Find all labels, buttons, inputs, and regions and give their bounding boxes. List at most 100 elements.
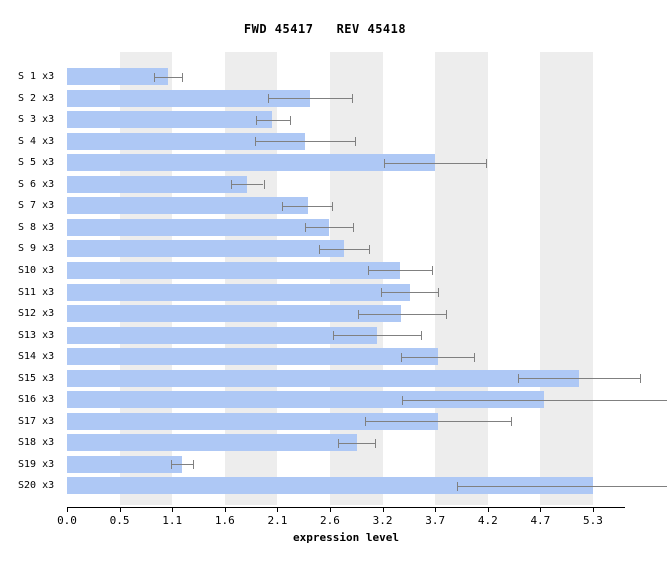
x-axis-tick xyxy=(540,507,542,512)
error-bar-cap-left xyxy=(170,460,172,470)
x-axis-tick-label: 5.3 xyxy=(583,514,603,527)
error-bar-cap-left xyxy=(333,331,335,341)
x-axis-tick xyxy=(172,507,174,512)
bar-label: S 5 x3 xyxy=(18,157,55,169)
x-axis-tick xyxy=(277,507,279,512)
bar-label: S 7 x3 xyxy=(18,200,55,212)
error-bar-line xyxy=(333,335,422,337)
error-bar-line xyxy=(254,141,356,143)
bar xyxy=(67,477,593,495)
x-axis-line xyxy=(67,507,625,508)
bar xyxy=(67,391,544,409)
x-axis-tick-label: 2.1 xyxy=(267,514,288,527)
x-axis-tick xyxy=(224,507,226,512)
bar xyxy=(67,283,411,301)
error-bar-cap-right xyxy=(473,352,475,362)
x-axis-tick xyxy=(592,507,594,512)
bar-label: S 9 x3 xyxy=(18,243,55,255)
bar-label: S18 x3 xyxy=(18,437,55,449)
error-bar-cap-right xyxy=(375,438,377,448)
bar-label: S 3 x3 xyxy=(18,114,55,126)
bar-label: S20 x3 xyxy=(18,480,55,492)
bar-label: S 4 x3 xyxy=(18,135,55,147)
chart-title: FWD 45417 REV 45418 xyxy=(243,22,407,36)
bar xyxy=(67,455,182,473)
error-bar-cap-left xyxy=(368,266,370,276)
bar-label: S15 x3 xyxy=(18,372,55,384)
error-bar-line xyxy=(384,162,486,164)
error-bar-line xyxy=(153,76,182,78)
error-bar-line xyxy=(230,184,264,186)
bar-label: S11 x3 xyxy=(18,286,55,298)
error-bar-cap-right xyxy=(438,288,440,297)
error-bar-cap-left xyxy=(282,201,284,211)
bar-label: S13 x3 xyxy=(18,329,55,341)
error-bar-cap-left xyxy=(268,94,270,104)
x-axis-tick-label: 0.0 xyxy=(57,514,77,527)
error-bar-line xyxy=(268,98,353,100)
x-axis-tick-label: 3.7 xyxy=(425,514,446,527)
background-stripe xyxy=(435,52,488,505)
error-bar-cap-right xyxy=(432,266,434,276)
error-bar-line xyxy=(381,292,439,293)
x-axis-tick xyxy=(119,507,121,512)
error-bar-cap-right xyxy=(369,244,371,254)
bar-label: S17 x3 xyxy=(18,415,55,427)
error-bar-line xyxy=(401,356,474,358)
x-axis-tick xyxy=(435,507,437,512)
error-bar-cap-right xyxy=(355,137,357,147)
error-bar-cap-left xyxy=(255,115,257,125)
error-bar-cap-right xyxy=(263,180,265,190)
bar xyxy=(67,434,358,452)
error-bar-cap-right xyxy=(421,331,423,341)
error-bar-cap-left xyxy=(358,309,360,319)
bar-label: S 6 x3 xyxy=(18,178,55,190)
bar xyxy=(67,261,401,279)
error-bar-cap-left xyxy=(457,481,459,491)
bar-label: S12 x3 xyxy=(18,308,55,320)
error-bar-cap-left xyxy=(305,223,307,233)
bar xyxy=(67,240,345,258)
error-bar-cap-left xyxy=(402,395,404,405)
error-bar-line xyxy=(402,399,667,401)
error-bar-cap-left xyxy=(153,72,155,82)
error-bar-cap-right xyxy=(290,115,292,125)
error-bar-line xyxy=(305,227,354,229)
bar xyxy=(67,132,306,150)
bar-label: S14 x3 xyxy=(18,351,55,363)
background-stripe xyxy=(540,52,593,505)
bar xyxy=(67,154,436,172)
error-bar-cap-left xyxy=(338,438,340,448)
bar xyxy=(67,68,168,85)
error-bar-cap-left xyxy=(401,352,403,362)
bar xyxy=(67,111,273,129)
error-bar-line xyxy=(358,313,447,315)
error-bar-cap-right xyxy=(332,201,334,211)
bar-label: S 2 x3 xyxy=(18,92,55,104)
x-axis-tick-label: 3.2 xyxy=(372,514,393,527)
x-axis-tick-label: 1.1 xyxy=(162,514,183,527)
error-bar-cap-left xyxy=(254,137,256,147)
x-axis-tick-label: 2.6 xyxy=(320,514,340,527)
bar xyxy=(67,412,439,430)
error-bar-line xyxy=(282,205,333,207)
x-axis-tick-label: 4.7 xyxy=(530,514,551,527)
error-bar-line xyxy=(365,421,511,423)
bar-label: S10 x3 xyxy=(18,264,55,276)
error-bar-line xyxy=(170,464,193,466)
error-bar-cap-left xyxy=(384,158,386,168)
error-bar-cap-right xyxy=(181,72,183,82)
bar xyxy=(67,305,402,323)
error-bar-cap-right xyxy=(639,374,641,384)
error-bar-cap-right xyxy=(352,94,354,104)
error-bar-cap-left xyxy=(365,417,367,427)
x-axis-tick xyxy=(329,507,331,512)
error-bar-cap-right xyxy=(446,309,448,319)
bar xyxy=(67,89,311,107)
x-axis-tick xyxy=(382,507,384,512)
error-bar-cap-right xyxy=(485,158,487,168)
bar xyxy=(67,369,579,387)
x-axis-tick-label: 0.5 xyxy=(109,514,130,527)
x-axis-label: expression level xyxy=(293,531,399,544)
